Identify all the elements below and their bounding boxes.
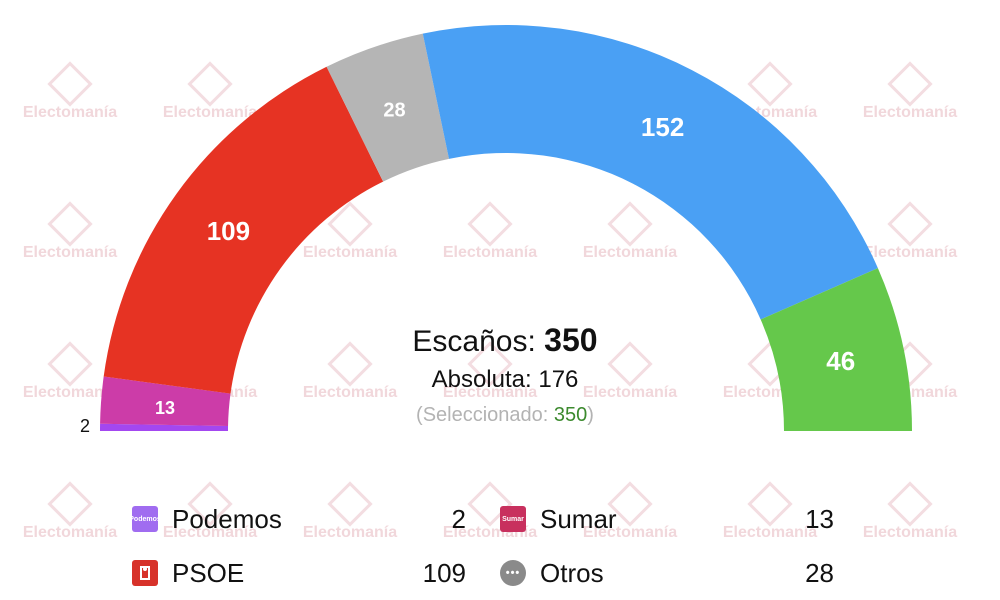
majority-label: Absoluta: bbox=[431, 366, 532, 393]
seats-total: 350 bbox=[544, 322, 598, 358]
legend-name: PSOE bbox=[172, 558, 245, 588]
sumar-logo-icon: Sumar bbox=[500, 506, 526, 532]
legend-name: Podemos bbox=[172, 504, 282, 534]
selected-label: (Seleccionado: bbox=[416, 404, 554, 426]
slice-label-pp: 152 bbox=[641, 112, 684, 142]
legend-name: Otros bbox=[540, 558, 604, 588]
legend-value: 109 bbox=[422, 558, 466, 588]
legend-value: 28 bbox=[805, 558, 834, 588]
slice-label-sumar: 13 bbox=[155, 398, 175, 418]
podemos-logo-icon: Podemos bbox=[132, 506, 158, 532]
slice-podemos[interactable] bbox=[100, 423, 229, 431]
slice-label-podemos: 2 bbox=[80, 416, 90, 436]
legend-item-podemos[interactable]: Podemos Podemos 2 bbox=[132, 502, 466, 536]
majority-line: Absoluta: 176 bbox=[300, 366, 710, 394]
legend-value: 13 bbox=[805, 504, 834, 534]
slice-sumar[interactable] bbox=[100, 376, 231, 427]
legend-item-psoe[interactable]: PSOE 109 bbox=[132, 556, 466, 590]
psoe-logo-icon bbox=[132, 560, 158, 586]
legend-item-sumar[interactable]: Sumar Sumar 13 bbox=[500, 502, 834, 536]
seats-label: Escaños: bbox=[412, 325, 536, 358]
legend-item-otros[interactable]: ••• Otros 28 bbox=[500, 556, 834, 590]
slice-pp[interactable] bbox=[422, 25, 878, 320]
majority-value: 176 bbox=[538, 366, 579, 393]
selected-close: ) bbox=[587, 404, 594, 426]
slice-label-otros: 28 bbox=[383, 100, 405, 122]
slice-vox[interactable] bbox=[760, 268, 912, 431]
slice-psoe[interactable] bbox=[103, 66, 384, 394]
legend-value: 2 bbox=[451, 504, 466, 534]
selected-line: (Seleccionado: 350) bbox=[300, 404, 710, 427]
ellipsis-icon: ••• bbox=[500, 560, 526, 586]
total-seats-line: Escaños: 350 bbox=[300, 322, 710, 359]
legend-name: Sumar bbox=[540, 504, 617, 534]
slice-otros[interactable] bbox=[326, 33, 450, 182]
slice-label-psoe: 109 bbox=[207, 216, 250, 246]
selected-value: 350 bbox=[553, 404, 588, 426]
slice-label-vox: 46 bbox=[826, 346, 855, 376]
